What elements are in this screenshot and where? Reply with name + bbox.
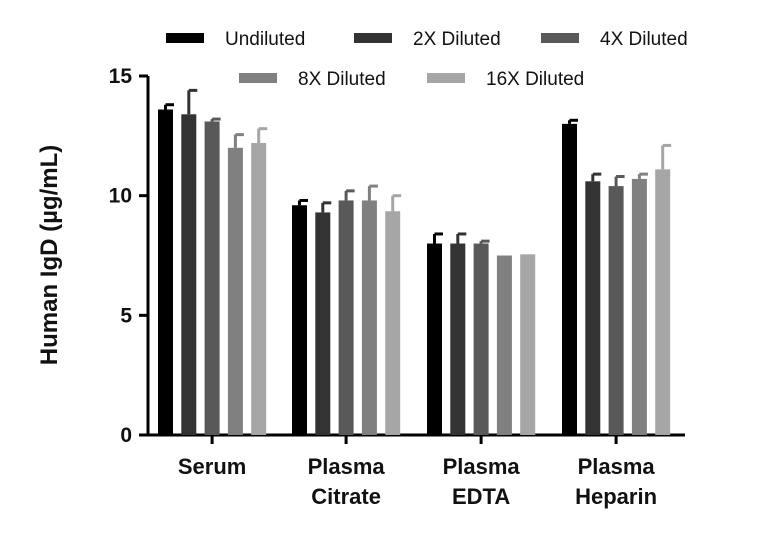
bar — [204, 121, 220, 436]
bar — [450, 243, 466, 435]
bar — [473, 243, 489, 435]
x-category-label: Citrate — [311, 484, 381, 509]
legend-label: 4X Diluted — [600, 29, 688, 50]
y-axis-label: Human IgD (µg/mL) — [36, 145, 63, 365]
bar — [181, 114, 197, 435]
bar — [608, 186, 624, 435]
legend-swatch — [427, 73, 465, 83]
bar — [227, 147, 243, 436]
legend-swatch — [166, 33, 204, 43]
axes: 0 5 10 15 Serum Plasma Citrate Plasma EDTA Plasma… — [109, 65, 685, 509]
x-category-label: Plasma — [578, 454, 656, 479]
bar — [655, 169, 671, 435]
legend-swatch — [354, 33, 392, 43]
bar — [338, 200, 354, 435]
bar — [631, 178, 647, 435]
x-category-label: Plasma — [308, 454, 386, 479]
bars — [158, 88, 672, 436]
bar — [585, 181, 601, 435]
legend-label: 2X Diluted — [413, 29, 501, 50]
bar — [158, 109, 173, 436]
legend-label: Undiluted — [225, 29, 305, 50]
legend-label: 16X Diluted — [486, 69, 584, 90]
bar — [315, 212, 331, 435]
x-category-label: EDTA — [452, 484, 510, 509]
bar — [292, 205, 307, 435]
legend-swatch — [541, 33, 579, 43]
legend-swatch — [239, 73, 277, 83]
y-tick-label: 5 — [120, 304, 132, 327]
bar — [520, 254, 536, 435]
legend-label: 8X Diluted — [298, 69, 386, 90]
bar — [251, 143, 267, 435]
y-tick-label: 10 — [109, 185, 132, 208]
legend: Undiluted 2X Diluted 4X Diluted 8X Diluted 1… — [166, 29, 688, 90]
x-category-label: Heparin — [575, 484, 657, 509]
bar — [427, 243, 442, 435]
y-tick-label: 15 — [109, 65, 133, 88]
bar — [562, 123, 577, 435]
bar — [361, 200, 377, 435]
x-category-label: Plasma — [443, 454, 521, 479]
bar — [496, 255, 512, 435]
y-tick-label: 0 — [120, 424, 132, 447]
x-category-label: Serum — [178, 454, 246, 479]
bar — [385, 211, 401, 435]
